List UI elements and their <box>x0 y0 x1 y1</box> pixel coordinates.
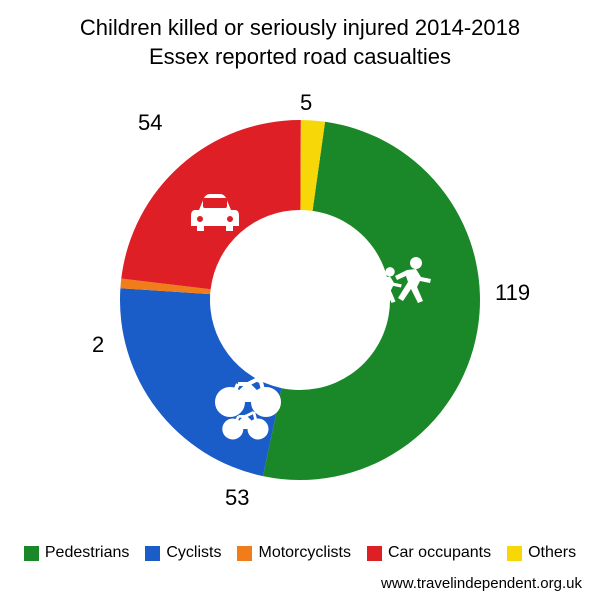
legend-label-others: Others <box>528 544 576 562</box>
legend-label-cyclists: Cyclists <box>166 544 221 562</box>
value-pedestrians: 119 <box>495 280 530 306</box>
title-line-2: Essex reported road casualties <box>0 43 600 72</box>
title-line-1: Children killed or seriously injured 201… <box>0 14 600 43</box>
swatch-motorcyclists <box>237 546 252 561</box>
swatch-others <box>507 546 522 561</box>
legend-motorcyclists: Motorcyclists <box>237 544 350 562</box>
donut-svg <box>120 120 480 480</box>
swatch-pedestrians <box>24 546 39 561</box>
donut-chart: 119 53 2 54 5 <box>0 80 600 520</box>
legend-cyclists: Cyclists <box>145 544 221 562</box>
source-url: www.travelindependent.org.uk <box>381 575 582 592</box>
legend-pedestrians: Pedestrians <box>24 544 130 562</box>
value-others: 5 <box>300 90 312 116</box>
value-car-occupants: 54 <box>138 110 162 136</box>
legend: Pedestrians Cyclists Motorcyclists Car o… <box>0 544 600 562</box>
legend-others: Others <box>507 544 576 562</box>
legend-car-occupants: Car occupants <box>367 544 491 562</box>
legend-label-pedestrians: Pedestrians <box>45 544 130 562</box>
value-motorcyclists: 2 <box>92 332 104 358</box>
value-cyclists: 53 <box>225 485 249 511</box>
legend-label-car-occupants: Car occupants <box>388 544 491 562</box>
legend-label-motorcyclists: Motorcyclists <box>258 544 350 562</box>
chart-title: Children killed or seriously injured 201… <box>0 0 600 71</box>
swatch-car-occupants <box>367 546 382 561</box>
swatch-cyclists <box>145 546 160 561</box>
